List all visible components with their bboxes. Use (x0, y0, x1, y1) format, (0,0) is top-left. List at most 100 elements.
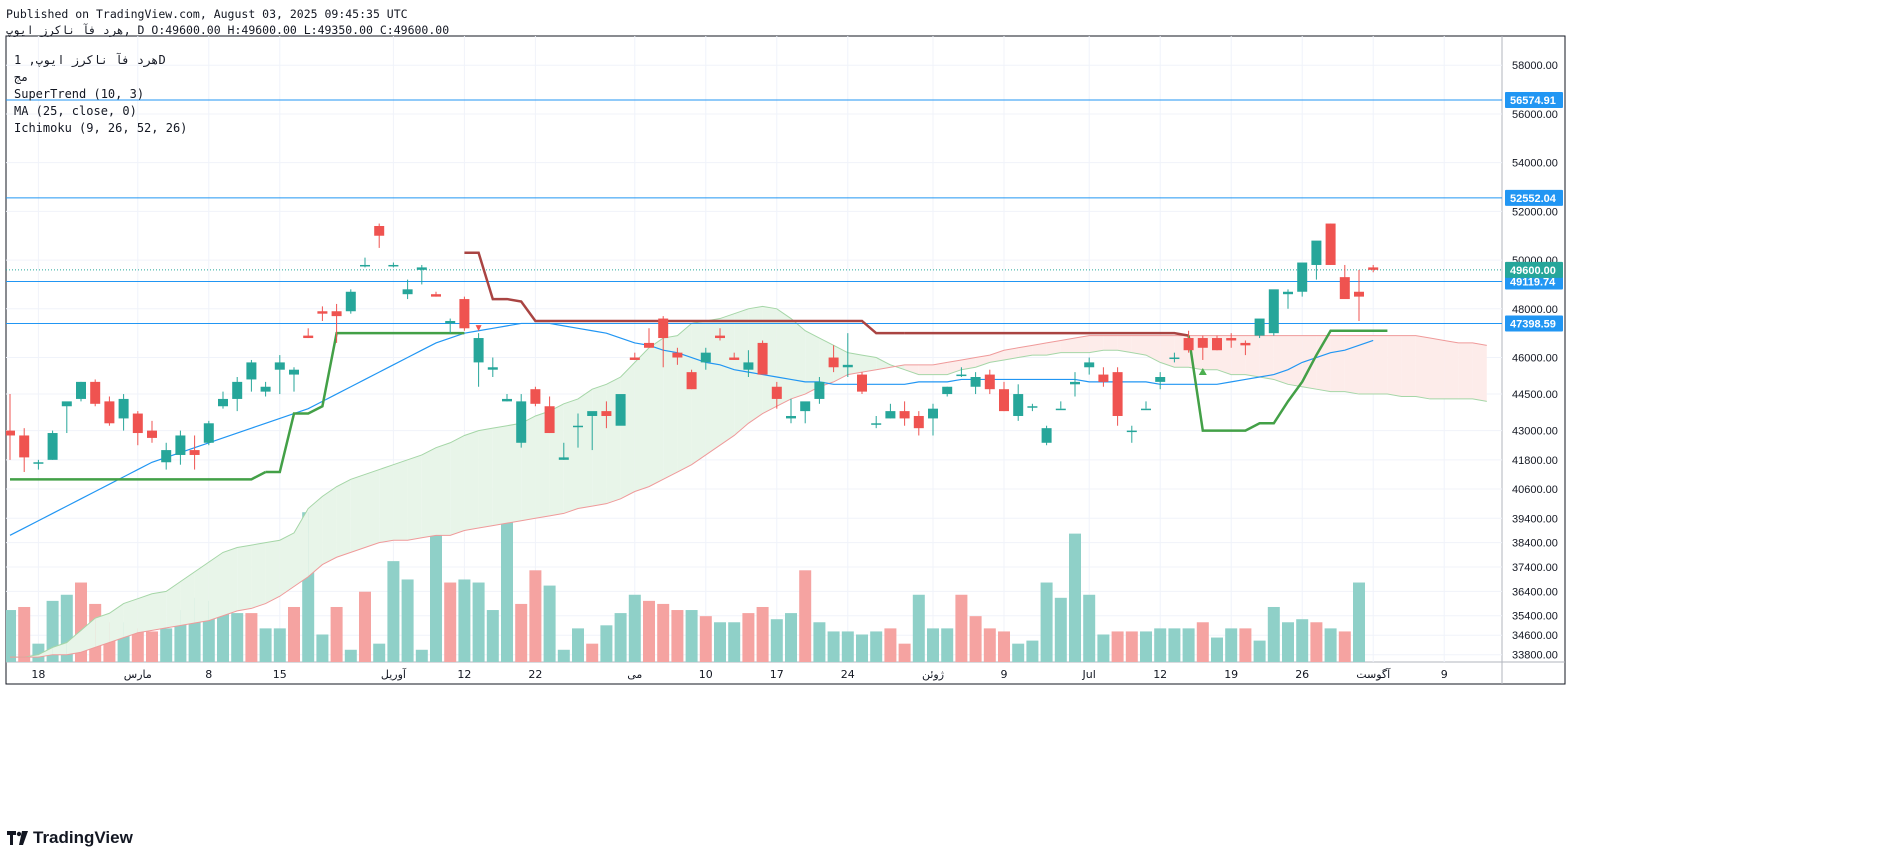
y-tick-label: 46000.00 (1512, 353, 1558, 365)
volume-bar (1211, 637, 1223, 662)
volume-bar (1253, 640, 1266, 662)
volume-bar (671, 610, 684, 662)
y-tick-label: 40600.00 (1512, 484, 1558, 496)
candle (956, 367, 967, 378)
ichimoku-cloud-segment (478, 428, 493, 529)
x-tick-label: Jul (1082, 668, 1096, 681)
candle-body (445, 320, 456, 324)
price-line-label: 52552.04 (1510, 193, 1557, 205)
ichimoku-cloud-segment (1117, 335, 1132, 353)
candle (317, 306, 328, 321)
ichimoku-cloud-segment (592, 384, 607, 507)
volume-bar (1267, 606, 1280, 662)
last-price-label: 49600.00 (1510, 265, 1556, 277)
x-tick-label: 10 (699, 668, 713, 681)
supertrend-line (1187, 329, 1388, 432)
candle (1226, 333, 1237, 348)
ichimoku-cloud-segment (634, 347, 649, 492)
candle (1013, 384, 1024, 421)
volume-bar (799, 570, 812, 662)
candle (147, 420, 157, 443)
candle (1084, 357, 1095, 375)
brand-name: TradingView (33, 828, 133, 847)
supertrend-line (265, 331, 465, 474)
candle-body (388, 264, 399, 267)
volume-bar (415, 649, 428, 662)
ichimoku-cloud-segment (208, 552, 223, 621)
ichimoku-cloud-segment (918, 364, 933, 375)
candle (1169, 352, 1180, 363)
ichimoku-cloud-segment (1231, 335, 1246, 375)
volume-bar (1111, 631, 1124, 662)
volume-bar (1069, 533, 1081, 662)
candle-body (175, 435, 186, 455)
candle-body (317, 311, 328, 314)
candle (502, 394, 512, 402)
tradingview-brand[interactable]: TradingView (7, 828, 133, 848)
ichimoku-cloud-segment (365, 469, 380, 548)
legend-ichimoku[interactable]: Ichimoku (9, 26, 52, 26) (14, 121, 188, 135)
candle-body (331, 311, 342, 317)
candle-body (402, 289, 413, 295)
candle (431, 291, 441, 297)
candle-body (345, 291, 356, 312)
candle-body (416, 267, 427, 270)
candle-body (1183, 338, 1194, 351)
volume-bar (1282, 622, 1294, 662)
ohlc-line: هرد فآ ناکرز ایوپ, D O:49600.00 H:49600.… (6, 23, 450, 37)
candle (544, 396, 555, 434)
volume-bar (1154, 628, 1167, 662)
candle-body (629, 357, 640, 360)
candle (629, 352, 640, 360)
candle (1368, 264, 1379, 273)
candle (942, 386, 953, 397)
price-line-label-box (1505, 189, 1563, 206)
candle-body (132, 413, 143, 434)
volume-bar (430, 506, 442, 662)
ichimoku-cloud-segment (1401, 335, 1416, 397)
candle-body (459, 299, 470, 329)
candle-body (601, 411, 612, 416)
volume-bar (955, 594, 968, 662)
candle (104, 396, 115, 426)
price-line-label: 47398.59 (1510, 318, 1556, 330)
ichimoku-cloud-segment (1103, 335, 1118, 351)
candle (175, 430, 186, 465)
x-tick-label: 22 (528, 668, 542, 681)
legend-symbol[interactable]: هرد فآ ناکرز ایوپ, 1D (14, 53, 166, 67)
candle-body (1339, 277, 1350, 300)
tradingview-logo-icon (7, 831, 28, 845)
candle (360, 257, 370, 268)
volume-bar (1310, 622, 1323, 662)
legend-supertrend[interactable]: SuperTrend (10, 3) (14, 87, 145, 101)
candle-body (516, 401, 527, 443)
candle (260, 381, 271, 397)
candle (331, 303, 342, 343)
volume-bar (941, 628, 954, 662)
candle-body (558, 457, 569, 460)
candle-body (473, 338, 484, 363)
y-tick-label: 35400.00 (1512, 611, 1558, 623)
x-tick-label: 18 (31, 668, 45, 681)
candle-body (1055, 408, 1066, 411)
ichimoku-cloud-segment (407, 454, 422, 541)
ichimoku-span-b (10, 335, 1487, 658)
ichimoku-cloud-segment (123, 598, 138, 638)
ichimoku-cloud-segment (223, 547, 238, 616)
y-tick-label: 48000.00 (1512, 304, 1558, 316)
candle-body (1197, 338, 1208, 348)
published-line: Published on TradingView.com, August 03,… (6, 7, 408, 21)
legend-ma[interactable]: MA (25, close, 0) (14, 104, 137, 118)
volume-bar (856, 634, 868, 662)
candle (1254, 318, 1265, 339)
candle-body (1112, 372, 1123, 416)
candle-body (715, 335, 725, 339)
y-tick-label: 52000.00 (1512, 206, 1558, 218)
candle (6, 394, 15, 460)
candle-body (999, 389, 1009, 412)
ichimoku-cloud-segment (563, 398, 578, 514)
candle (1183, 330, 1194, 353)
volume-bar (898, 643, 911, 662)
candle (487, 357, 498, 378)
